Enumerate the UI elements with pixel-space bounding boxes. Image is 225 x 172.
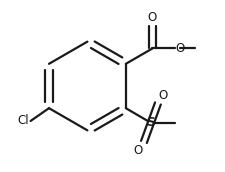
Text: O: O: [158, 89, 167, 102]
Text: O: O: [175, 42, 184, 55]
Text: S: S: [146, 116, 155, 129]
Text: O: O: [133, 144, 142, 157]
Text: Cl: Cl: [18, 115, 29, 127]
Text: O: O: [147, 11, 156, 24]
